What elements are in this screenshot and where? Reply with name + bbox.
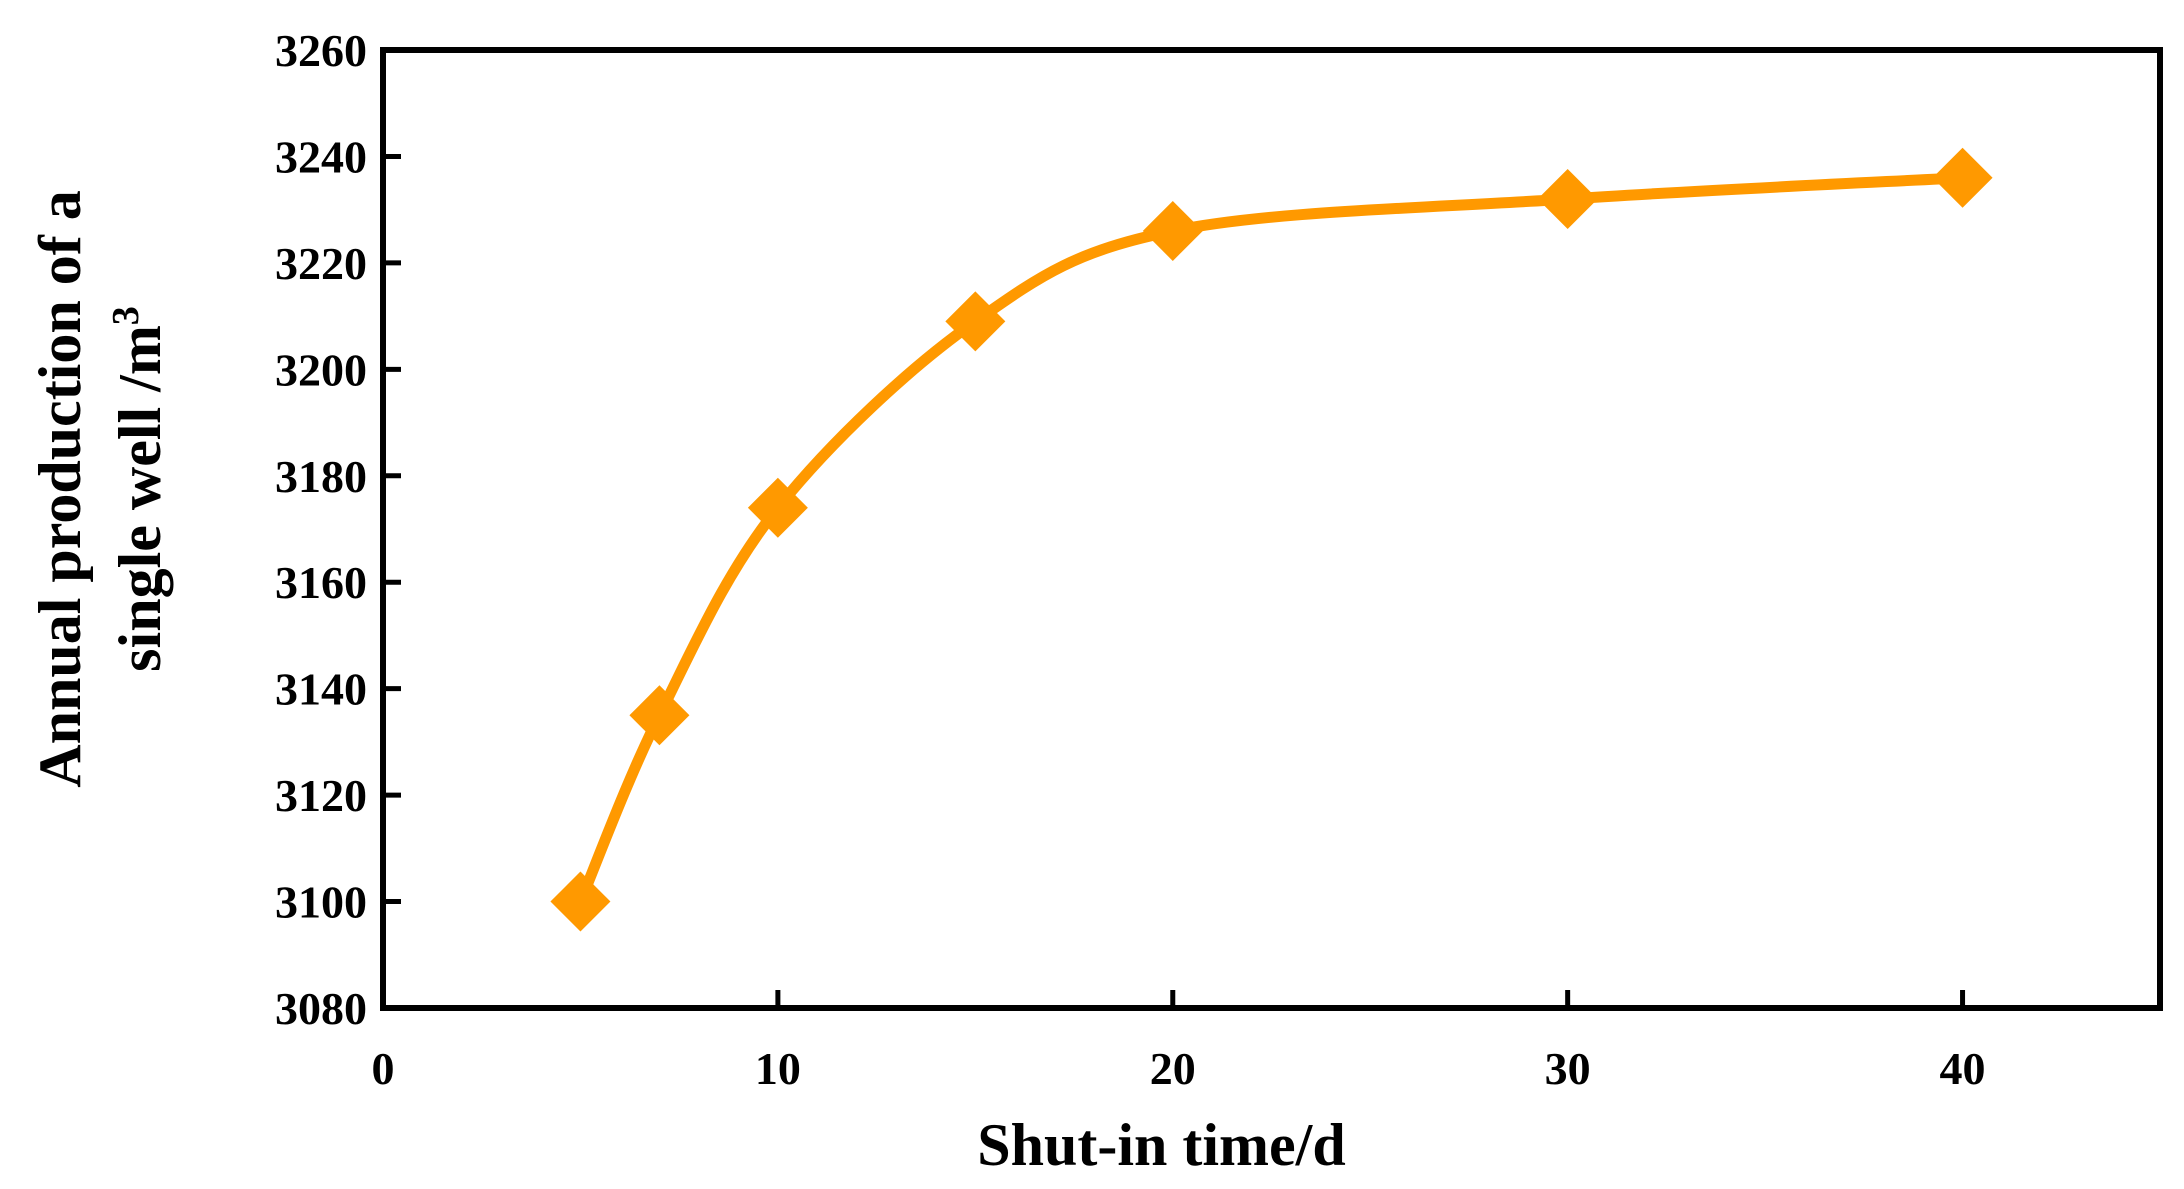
x-tick-label: 20 [1150, 1043, 1196, 1094]
y-axis-title-line-2: single well /m3 [105, 306, 173, 672]
y-tick-label: 3160 [275, 557, 367, 608]
data-point-marker [1142, 200, 1203, 261]
x-tick-label: 30 [1545, 1043, 1591, 1094]
y-tick-label: 3220 [275, 238, 367, 289]
y-tick-label: 3100 [275, 877, 367, 928]
data-point-marker [1537, 169, 1598, 230]
data-point-marker [550, 871, 611, 932]
y-tick-label: 3260 [275, 25, 367, 76]
y-axis-title: Annual production of a single well /m3 [27, 190, 173, 787]
series-markers [550, 147, 1993, 932]
data-point-marker [629, 685, 690, 746]
series-line [574, 172, 1969, 908]
data-point-marker [747, 477, 808, 538]
x-tick-label: 40 [1940, 1043, 1986, 1094]
y-tick-label: 3080 [275, 983, 367, 1034]
x-tick-label: 10 [755, 1043, 801, 1094]
y-tick-label: 3240 [275, 131, 367, 182]
y-tick-label: 3180 [275, 451, 367, 502]
y-tick-label: 3120 [275, 770, 367, 821]
x-tick-label: 0 [372, 1043, 395, 1094]
x-axis-title: Shut-in time/d [977, 1112, 1345, 1178]
y-axis-ticks: 3080 3100 3120 3140 3160 3180 3200 3220 3240 3260 [275, 25, 401, 1034]
plot-area-frame [380, 47, 2163, 1011]
y-axis-title-line-1: Annual production of a [27, 190, 93, 787]
y-tick-label: 3200 [275, 344, 367, 395]
y-axis-title-line-2-text: single well /m [107, 325, 173, 672]
data-point-marker [1932, 147, 1993, 208]
data-point-marker [945, 291, 1006, 352]
x-axis-ticks: 0 10 20 30 40 [372, 990, 1986, 1094]
y-tick-label: 3140 [275, 664, 367, 715]
y-axis-title-superscript: 3 [105, 306, 147, 325]
